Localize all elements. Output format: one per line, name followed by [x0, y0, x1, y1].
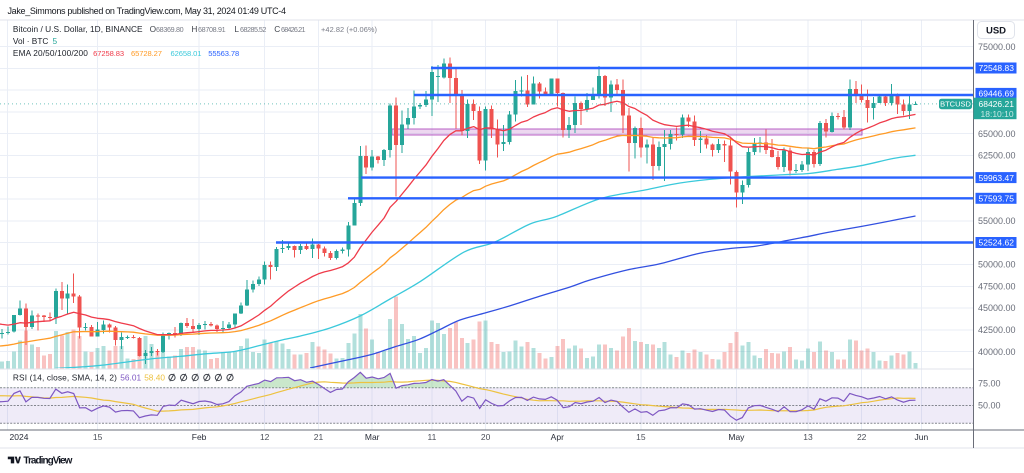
svg-text:12: 12 — [260, 432, 270, 442]
svg-text:65000.00: 65000.00 — [978, 129, 1016, 139]
svg-text:75.00: 75.00 — [978, 379, 1001, 389]
svg-text:50.00: 50.00 — [978, 401, 1001, 411]
svg-text:EMA 20/50/100/200: EMA 20/50/100/200 — [13, 48, 88, 58]
svg-text:68369.80: 68369.80 — [156, 25, 184, 34]
svg-text:59963.47: 59963.47 — [979, 173, 1015, 183]
svg-text:68708.91: 68708.91 — [198, 25, 226, 34]
svg-text:18:10:10: 18:10:10 — [981, 109, 1014, 119]
svg-text:L: L — [234, 24, 239, 34]
svg-text:15: 15 — [636, 432, 646, 442]
svg-text:Mar: Mar — [365, 432, 380, 442]
svg-text:TradingView: TradingView — [23, 456, 72, 467]
svg-text:22: 22 — [857, 432, 867, 442]
svg-text:13: 13 — [803, 432, 813, 442]
svg-text:21: 21 — [314, 432, 324, 442]
svg-text:11: 11 — [427, 432, 436, 442]
svg-text:72548.83: 72548.83 — [979, 63, 1015, 73]
svg-text:C: C — [274, 24, 280, 34]
svg-text:58.40: 58.40 — [144, 373, 165, 383]
svg-text:65728.27: 65728.27 — [131, 49, 162, 58]
svg-text:62658.01: 62658.01 — [171, 49, 202, 58]
svg-text:May: May — [728, 432, 745, 442]
svg-text:69446.69: 69446.69 — [979, 89, 1015, 99]
svg-text:USD: USD — [986, 26, 1006, 37]
svg-text:H: H — [191, 24, 197, 34]
svg-text:56.01: 56.01 — [120, 373, 141, 383]
svg-text:47500.00: 47500.00 — [978, 282, 1016, 292]
svg-text:57593.75: 57593.75 — [979, 194, 1015, 204]
svg-text:Bitcoin / U.S. Dollar, 1D, BIN: Bitcoin / U.S. Dollar, 1D, BINANCE — [13, 24, 143, 34]
svg-text:68285.52: 68285.52 — [240, 25, 266, 34]
svg-text:Vol · BTC: Vol · BTC — [13, 36, 49, 46]
svg-text:RSI (14, close, SMA, 14, 2): RSI (14, close, SMA, 14, 2) — [13, 373, 117, 383]
svg-text:Feb: Feb — [192, 432, 207, 442]
svg-text:68426.21: 68426.21 — [281, 25, 306, 34]
svg-text:67258.83: 67258.83 — [93, 49, 124, 58]
svg-text:55563.78: 55563.78 — [208, 49, 239, 58]
svg-text:75000.00: 75000.00 — [978, 42, 1016, 52]
svg-text:2024: 2024 — [10, 432, 29, 442]
svg-text:45000.00: 45000.00 — [978, 303, 1016, 313]
svg-text:50000.00: 50000.00 — [978, 260, 1016, 270]
svg-text:42500.00: 42500.00 — [978, 325, 1016, 335]
svg-text:O: O — [150, 24, 157, 34]
svg-text:5: 5 — [53, 36, 58, 46]
svg-text:Jake_Simmons published on Trad: Jake_Simmons published on TradingView.co… — [8, 6, 287, 16]
svg-text:Apr: Apr — [551, 432, 564, 442]
svg-text:+42.82 (+0.06%): +42.82 (+0.06%) — [321, 25, 377, 34]
svg-text:52524.62: 52524.62 — [979, 238, 1015, 248]
svg-text:55000.00: 55000.00 — [978, 216, 1016, 226]
svg-text:BTCUSD: BTCUSD — [940, 100, 971, 109]
svg-text:40000.00: 40000.00 — [978, 347, 1016, 357]
svg-text:68426.21: 68426.21 — [979, 99, 1015, 109]
svg-text:62500.00: 62500.00 — [978, 151, 1016, 161]
svg-text:15: 15 — [93, 432, 103, 442]
svg-text:Jun: Jun — [915, 432, 929, 442]
svg-text:20: 20 — [481, 432, 491, 442]
